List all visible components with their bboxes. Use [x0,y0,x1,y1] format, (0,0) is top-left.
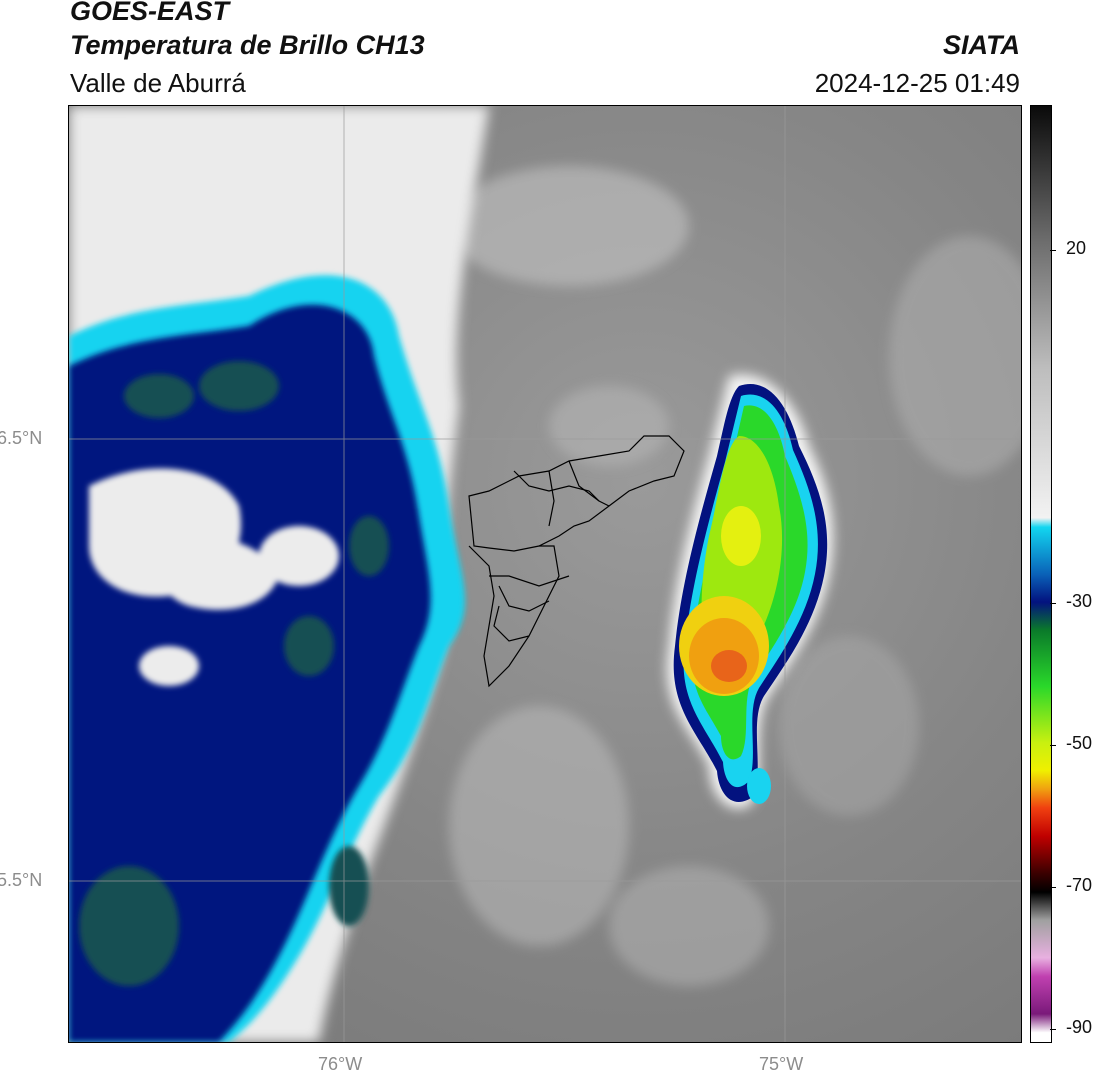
lat-label-5-5N: 5.5°N [0,870,43,890]
product-title: Temperatura de Brillo CH13 [70,30,425,60]
colorbar-tick [1050,603,1056,604]
colorbar-tick [1050,1029,1056,1030]
graticule [69,106,1021,1042]
interior-cold-patches [89,468,339,686]
datetime-label: 2024-12-25 01:49 [814,68,1020,98]
lon-label-76W: 76°W [318,1054,363,1074]
brand-label: SIATA [943,30,1020,60]
teal-spots [79,361,389,986]
colorbar-tick [1050,887,1056,888]
colorbar-label-neg30: -30 [1066,591,1093,611]
lon-label-75W: 75°W [759,1054,804,1074]
colorbar-label-neg90: -90 [1066,1017,1093,1037]
colorbar-label-neg50: -50 [1066,733,1093,753]
temperature-colorbar [1030,105,1052,1043]
satellite-title: GOES-EAST [70,0,230,26]
colorbar-label-20: 20 [1066,238,1087,258]
region-subtitle: Valle de Aburrá [70,68,246,98]
mid-cloud-texture [449,166,1021,986]
colorbar-tick [1050,745,1056,746]
lat-label-6-5N: 6.5°N [0,428,43,448]
brightness-temperature-map[interactable] [68,105,1022,1043]
colorbar-tick [1050,250,1056,251]
municipal-boundaries [468,435,685,688]
colorbar-label-neg70: -70 [1066,875,1093,895]
convective-cell [667,374,833,809]
map-canvas [69,106,1021,1042]
